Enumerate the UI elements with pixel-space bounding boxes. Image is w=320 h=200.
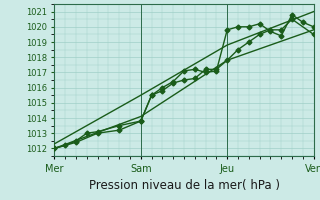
X-axis label: Pression niveau de la mer( hPa ): Pression niveau de la mer( hPa )	[89, 179, 279, 192]
